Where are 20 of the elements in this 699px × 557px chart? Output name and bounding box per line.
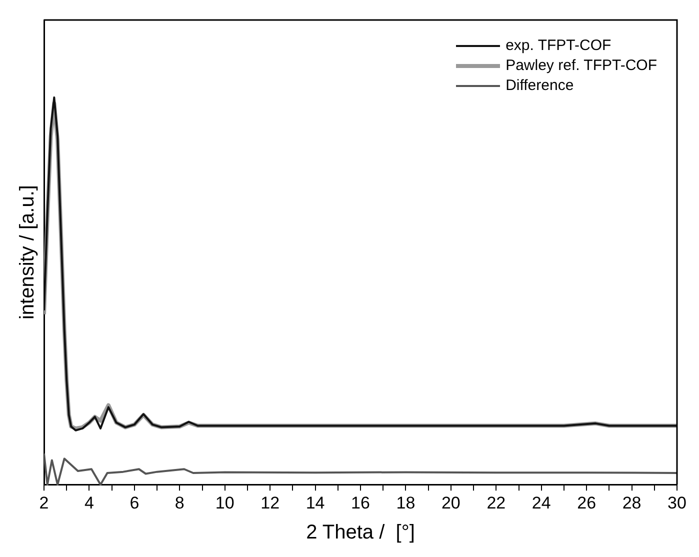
x-tick-label: 20 [441,493,460,512]
x-axis-title: 2 Theta / [°] [306,522,415,544]
x-tick-label: 6 [130,493,140,512]
x-tick-label: 30 [668,493,686,512]
x-tick-label: 16 [351,493,370,512]
x-tick-label: 24 [532,493,551,512]
x-tick-label: 18 [396,493,416,512]
legend-label: Difference [506,76,574,96]
x-tick-label: 4 [84,493,94,512]
x-tick-label: 10 [215,493,234,512]
x-tick-label: 12 [260,493,280,512]
legend-label: Pawley ref. TFPT-COF [506,56,657,76]
x-tick-label: 28 [622,493,642,512]
x-tick-label: 2 [39,493,49,512]
x-tick-label: 26 [577,493,596,512]
x-tick-label: 8 [174,493,184,512]
x-tick-label: 22 [486,493,506,512]
legend-label: exp. TFPT-COF [506,36,612,56]
x-tick-label: 14 [306,493,325,512]
y-axis-title: intensity / [a.u.] [16,185,39,320]
